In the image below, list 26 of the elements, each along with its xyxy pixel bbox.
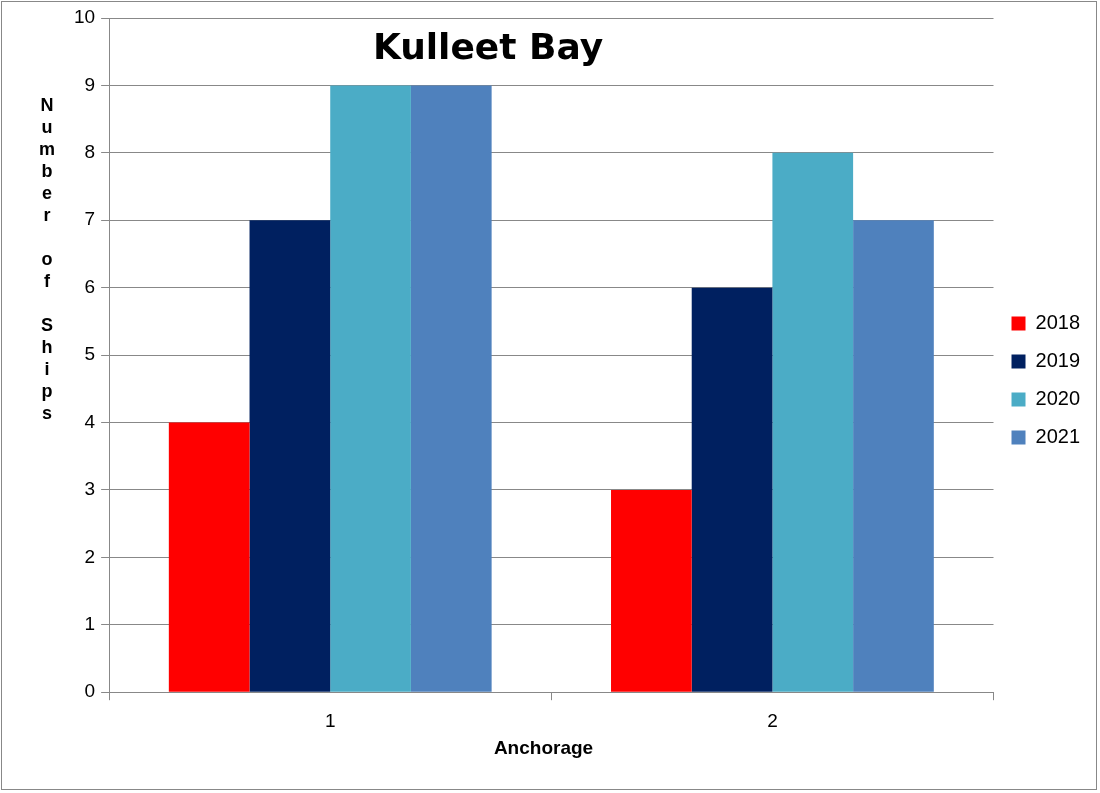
- legend-label: 2018: [1035, 311, 1081, 334]
- bar: [772, 152, 854, 692]
- bar: [691, 287, 773, 692]
- x-axis-title: Anchorage: [492, 737, 595, 759]
- y-tick-label: 6: [84, 275, 96, 297]
- y-tick-label: 9: [84, 73, 96, 95]
- y-tick-label: 10: [73, 6, 96, 28]
- bar: [168, 422, 250, 692]
- y-tick-label: 5: [84, 343, 96, 365]
- legend-label: 2020: [1035, 387, 1081, 410]
- bar: [410, 85, 492, 692]
- bar: [611, 489, 692, 692]
- y-axis-title: Number of Ships: [36, 95, 57, 425]
- y-tick-label: 7: [84, 208, 96, 230]
- bar: [249, 220, 331, 692]
- y-tick-label: 1: [84, 613, 96, 635]
- legend-label: 2021: [1035, 425, 1081, 448]
- y-tick-label: 0: [84, 680, 96, 702]
- chart-title: Kulleet Bay: [371, 26, 605, 67]
- y-tick-label: 8: [84, 141, 96, 163]
- y-tick-label: 4: [84, 410, 96, 432]
- y-tick-label: 3: [84, 478, 96, 500]
- legend-label: 2019: [1035, 349, 1081, 372]
- bar: [853, 220, 934, 692]
- y-tick-label: 2: [84, 545, 96, 567]
- bar: [330, 85, 411, 692]
